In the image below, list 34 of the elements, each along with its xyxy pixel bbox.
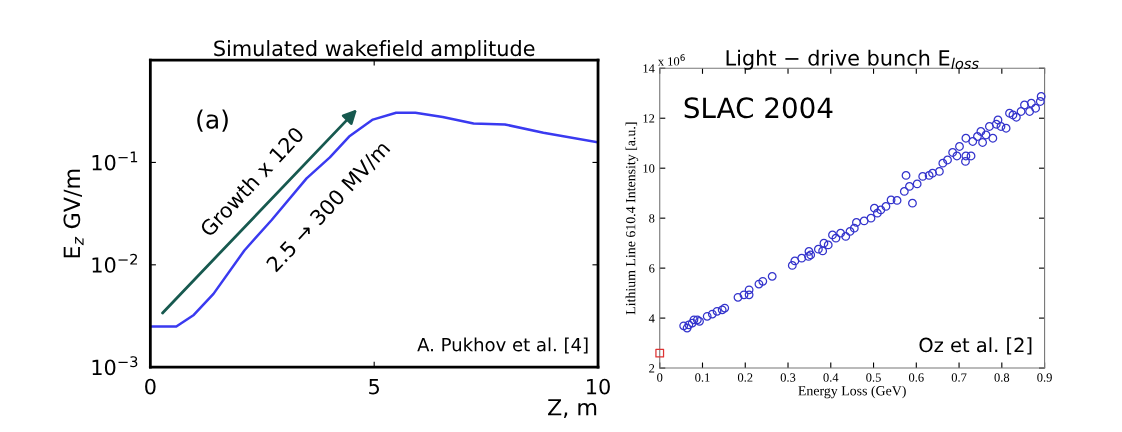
x-tick-label: 10	[587, 378, 610, 395]
x-tick-label: 0.4	[823, 373, 839, 382]
y-tick-label: 8	[649, 214, 655, 223]
x-tick-label: 0.3	[780, 373, 796, 382]
chart-title: Simulated wakefield amplitude	[214, 40, 535, 61]
text: x 10$^{6}$	[657, 54, 685, 66]
x-tick-label: 0.9	[1037, 373, 1052, 382]
y-tick-label: 14	[643, 64, 655, 73]
y-tick-label: 10	[643, 164, 655, 173]
y-tick-label: 12	[643, 114, 655, 123]
x-tick-label: 0.6	[908, 373, 924, 382]
y-tick-label: 10$^{−1}$	[92, 151, 138, 171]
annotation: (a)	[197, 109, 228, 132]
x-tick-label: 0	[657, 373, 663, 382]
y-axis-title: Lithium Line 610.4 Intensity [a.u.]	[625, 122, 639, 315]
annotation: A. Pukhov et al. [4]	[417, 337, 588, 354]
annotation: SLAC 2004	[684, 97, 833, 119]
x-tick-label: 0.5	[866, 373, 881, 382]
y-tick-label: 10$^{−2}$	[92, 253, 138, 273]
x-axis-title: Energy Loss (GeV)	[798, 385, 906, 399]
x-tick-label: 5	[369, 378, 379, 395]
y-tick-label: 10$^{−3}$	[92, 356, 138, 376]
x-tick-label: 0	[145, 378, 156, 395]
x-tick-label: 0.8	[994, 373, 1010, 382]
x-tick-label: 0.1	[695, 373, 710, 382]
y-tick-label: 2	[649, 364, 655, 373]
y-tick-label: 4	[648, 314, 655, 323]
x-tick-label: 0.7	[951, 373, 967, 382]
y-tick-label: 6	[649, 264, 655, 273]
x-axis-title: Z, m	[548, 399, 597, 418]
annotation: Oz et al. [2]	[919, 337, 1032, 355]
x-tick-label: 0.2	[737, 373, 753, 382]
chart-title: Light − drive bunch E$_{loss}$	[726, 49, 979, 70]
y-axis-title: E$_{z}$ GV/m	[63, 169, 84, 258]
